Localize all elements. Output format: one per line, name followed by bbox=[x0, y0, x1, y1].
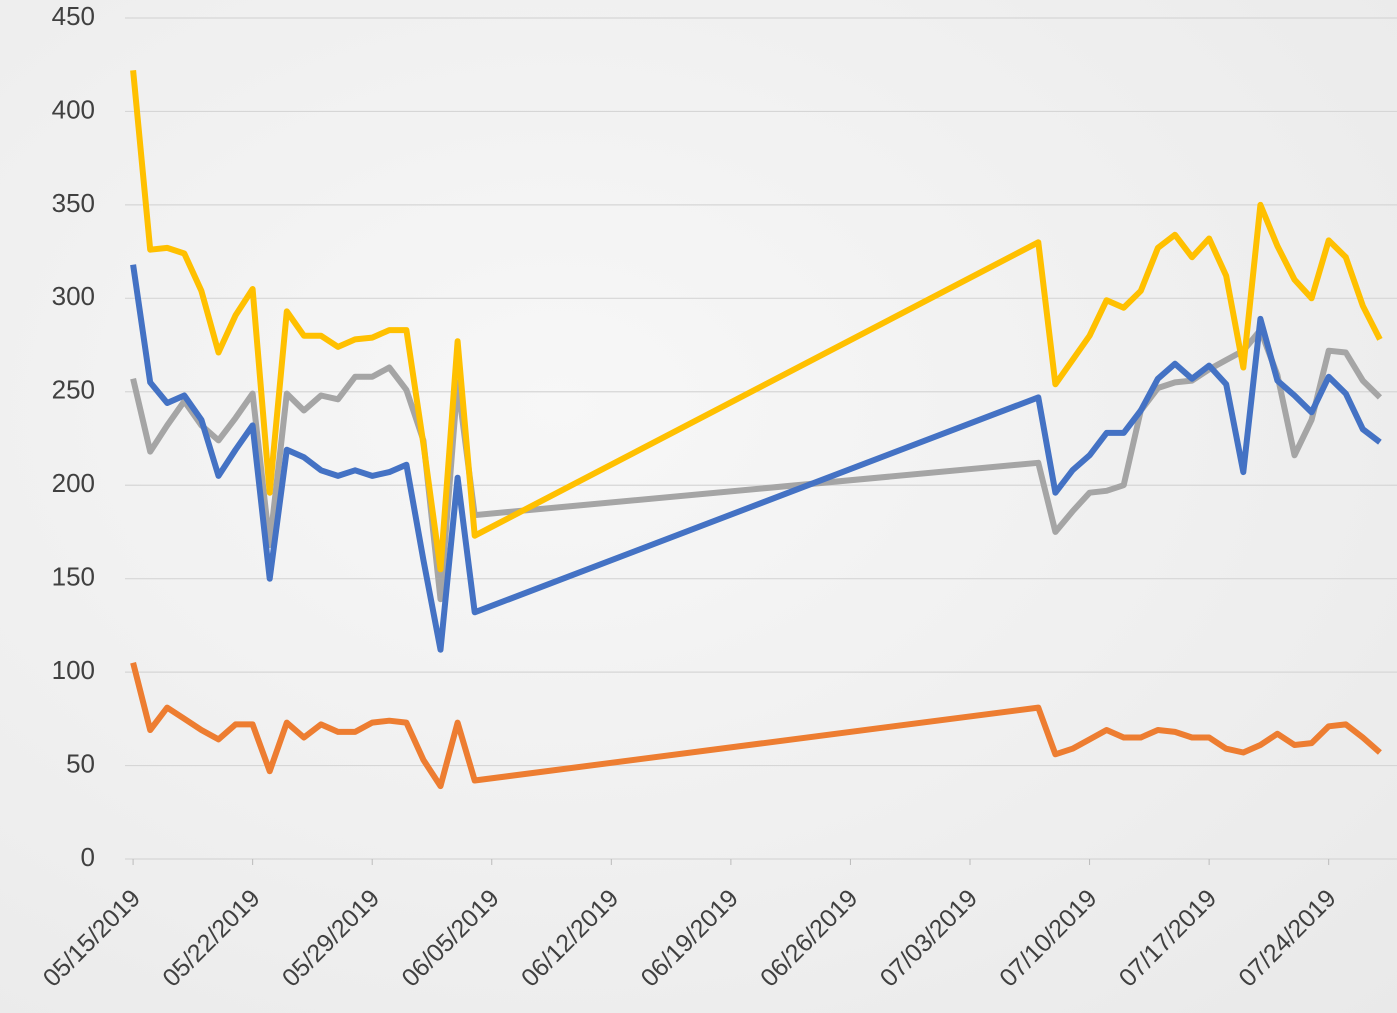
y-tick-label: 400 bbox=[52, 94, 95, 124]
x-tick-label: 05/22/2019 bbox=[157, 884, 265, 992]
x-tick-label: 06/12/2019 bbox=[516, 884, 624, 992]
x-tick-label: 05/29/2019 bbox=[277, 884, 385, 992]
x-tick-label: 05/15/2019 bbox=[38, 884, 146, 992]
series-line bbox=[130, 70, 1383, 573]
y-tick-label: 0 bbox=[81, 842, 95, 872]
series-line bbox=[130, 264, 1382, 653]
series-line bbox=[130, 327, 1383, 603]
x-tick-label: 07/03/2019 bbox=[875, 884, 983, 992]
y-tick-label: 50 bbox=[66, 748, 95, 778]
y-tick-label: 200 bbox=[52, 468, 95, 498]
y-tick-label: 250 bbox=[52, 375, 95, 405]
series-line bbox=[130, 662, 1382, 790]
x-tick-label: 07/24/2019 bbox=[1233, 884, 1341, 992]
y-tick-label: 100 bbox=[52, 655, 95, 685]
x-tick-label: 07/10/2019 bbox=[994, 884, 1102, 992]
x-tick-label: 07/17/2019 bbox=[1114, 884, 1222, 992]
x-tick-label: 06/05/2019 bbox=[396, 884, 504, 992]
y-tick-label: 150 bbox=[52, 562, 95, 592]
x-tick-label: 06/19/2019 bbox=[636, 884, 744, 992]
x-tick-label: 06/26/2019 bbox=[755, 884, 863, 992]
y-tick-label: 450 bbox=[52, 1, 95, 31]
y-tick-label: 300 bbox=[52, 281, 95, 311]
y-tick-label: 350 bbox=[52, 188, 95, 218]
